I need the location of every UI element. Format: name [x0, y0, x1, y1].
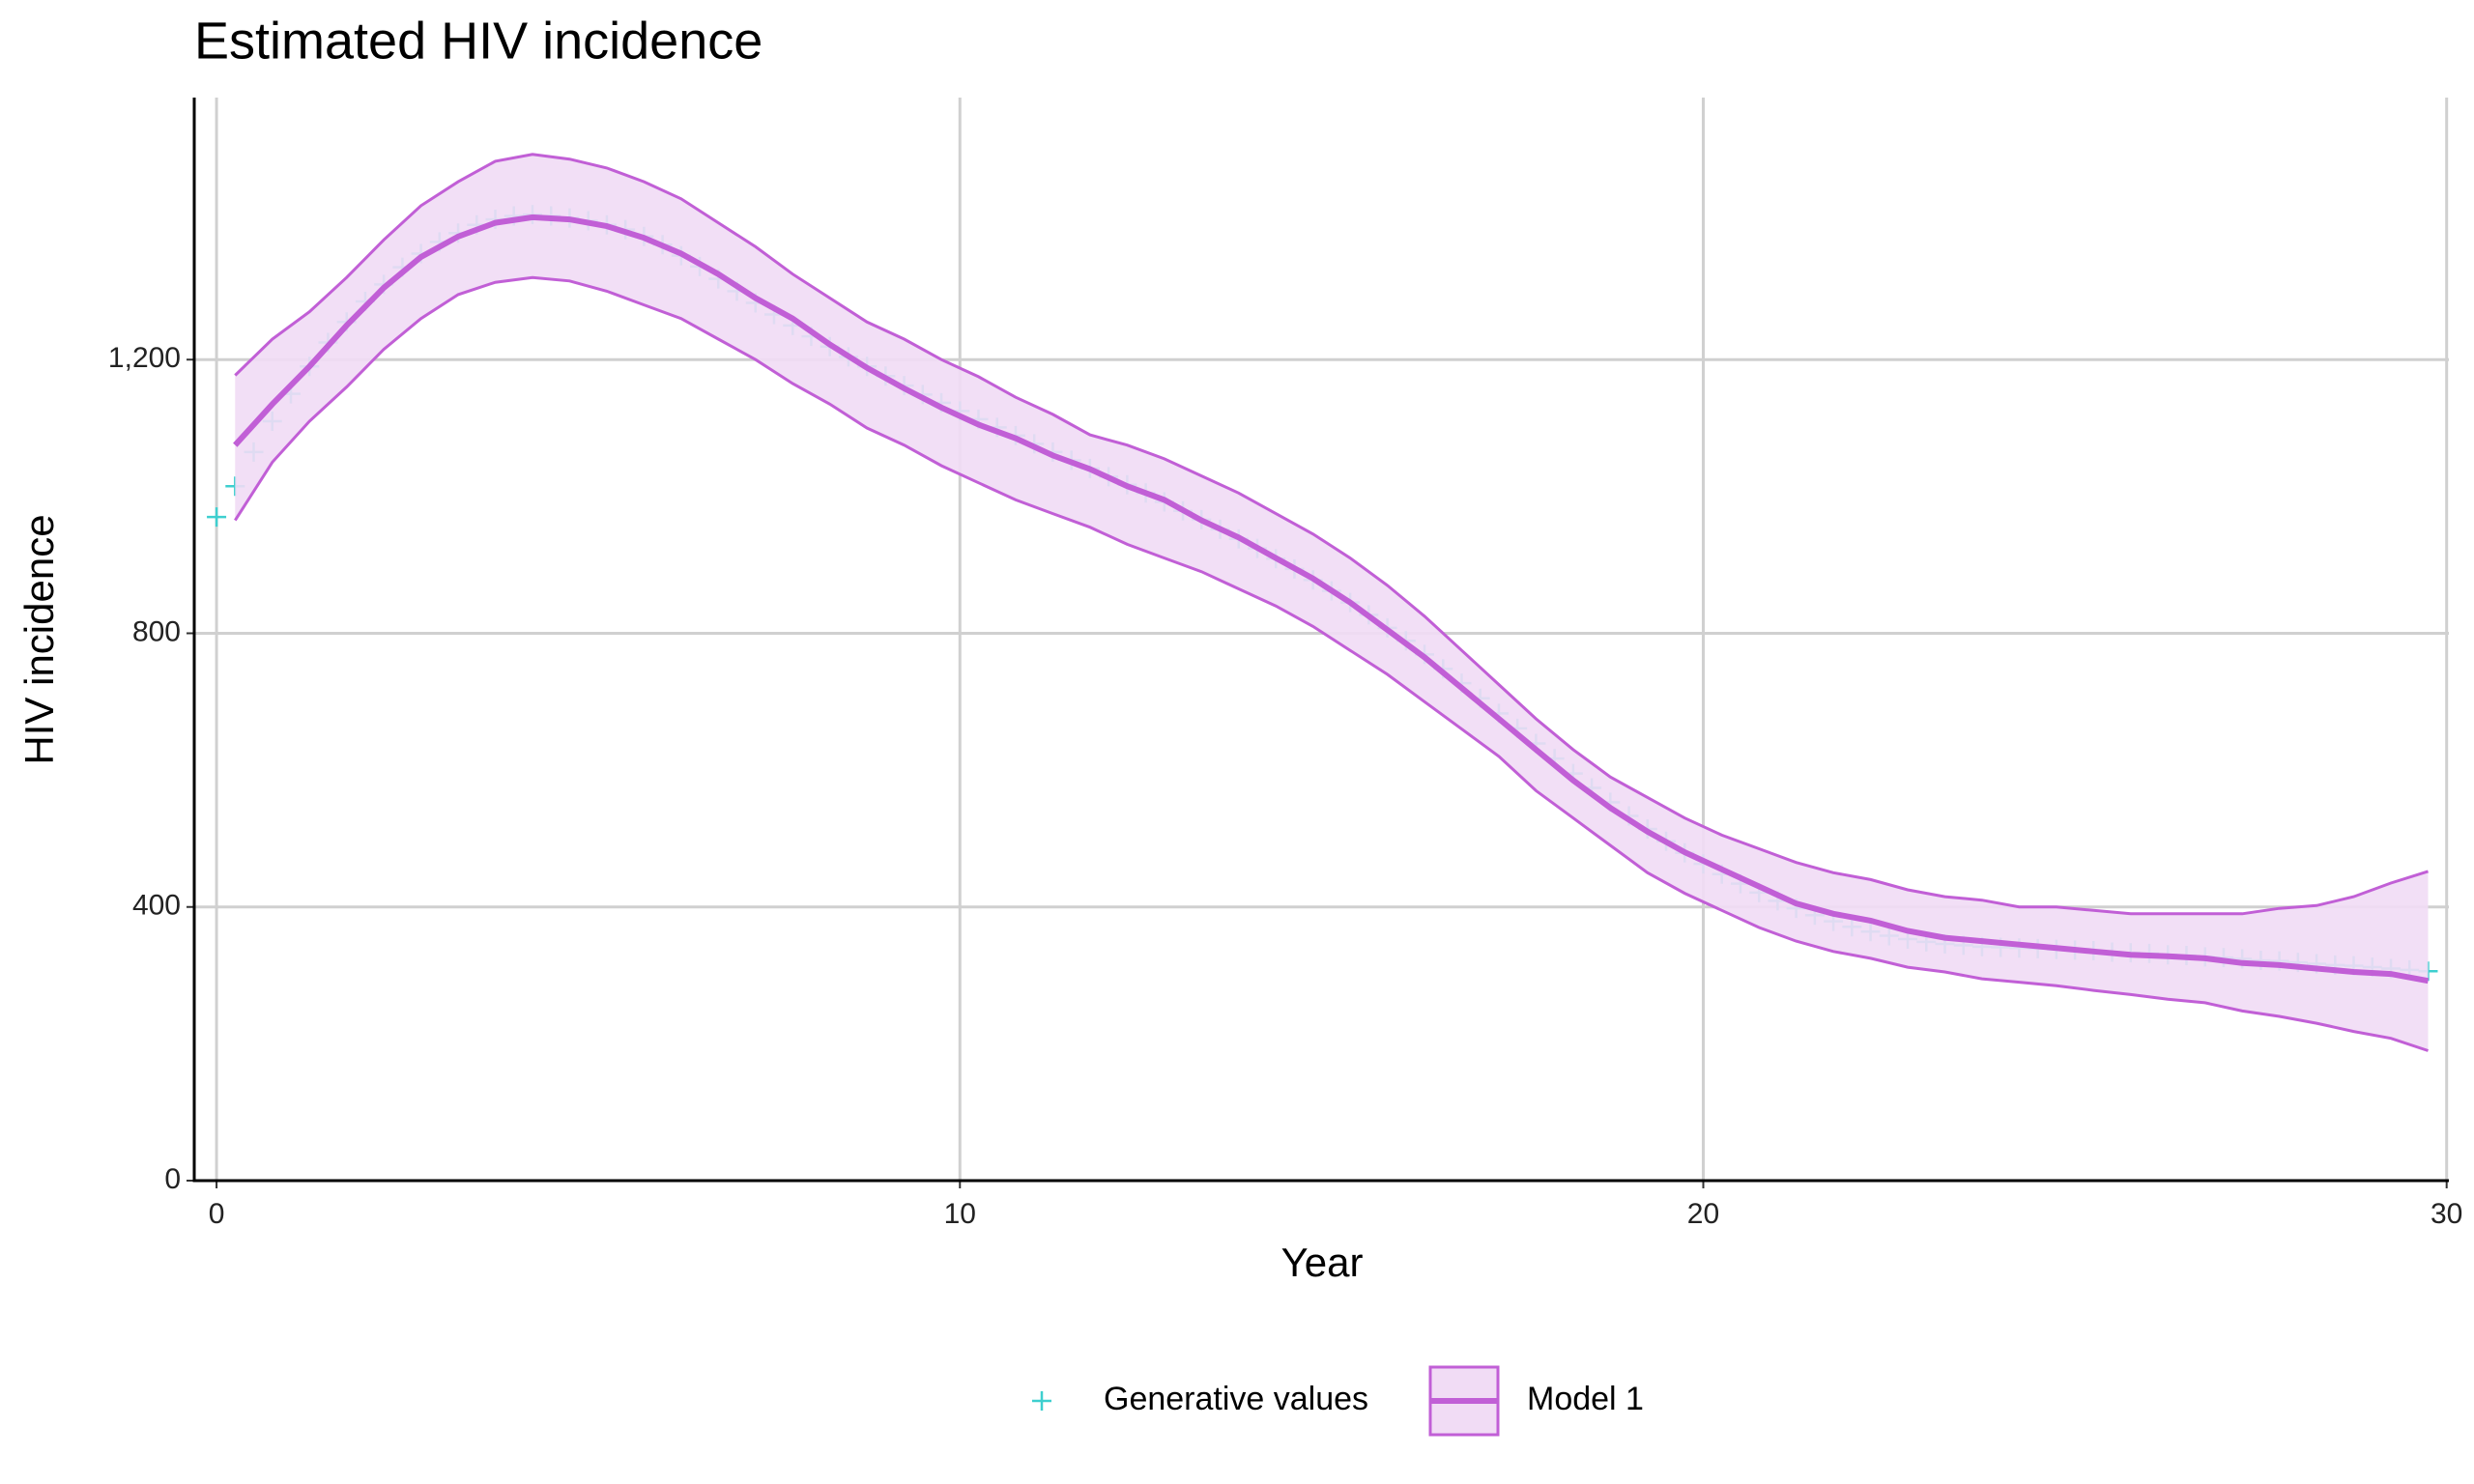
- x-tick-label: 20: [1687, 1198, 1719, 1230]
- point: [207, 507, 227, 528]
- y-tick-label: 1,200: [108, 342, 181, 374]
- y-axis-title: HIV incidence: [16, 514, 62, 764]
- legend-symbol: [1032, 1391, 1051, 1411]
- line: [233, 214, 2430, 985]
- y-tick-label: 800: [132, 615, 181, 647]
- legend-label: Generative values: [1104, 1381, 1368, 1417]
- chart-title: Estimated HIV incidence: [194, 12, 762, 70]
- legend-item: Model 1: [1428, 1365, 1644, 1437]
- x-axis-title: Year: [1281, 1240, 1364, 1285]
- y-tick-label: 400: [132, 890, 181, 922]
- legend-label: Model 1: [1527, 1381, 1644, 1417]
- ci-upper-line: [234, 153, 2429, 916]
- y-tick-label: 0: [164, 1163, 181, 1195]
- x-tick-label: 0: [209, 1198, 225, 1230]
- ci-band: [235, 154, 2429, 1051]
- legend-item: Generative values: [1032, 1381, 1368, 1417]
- ci-lower-line: [234, 275, 2429, 1052]
- x-tick-label: 10: [944, 1198, 976, 1230]
- x-tick-label: 30: [2431, 1198, 2462, 1230]
